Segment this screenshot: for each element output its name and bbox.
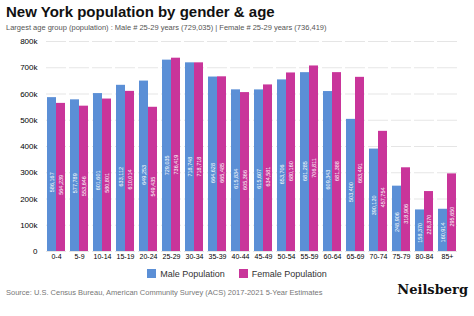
svg-text:20-24: 20-24 (140, 253, 158, 260)
svg-text:609,343: 609,343 (325, 170, 331, 190)
svg-text:681,285: 681,285 (302, 161, 308, 181)
svg-text:35-39: 35-39 (209, 253, 227, 260)
svg-text:200k: 200k (20, 195, 38, 204)
svg-text:75-79: 75-79 (393, 253, 411, 260)
svg-text:577,789: 577,789 (72, 173, 78, 193)
html-text:Neilsberg: Neilsberg (397, 282, 468, 297)
svg-text:549,435: 549,435 (150, 177, 156, 197)
svg-text:248,906: 248,906 (394, 212, 400, 232)
svg-text:700k: 700k (20, 63, 38, 72)
svg-text:706,811: 706,811 (311, 158, 317, 177)
svg-text:50-54: 50-54 (278, 253, 296, 260)
svg-text:663,491: 663,491 (357, 163, 363, 183)
svg-text:580,801: 580,801 (104, 173, 110, 193)
svg-text:15-19: 15-19 (117, 253, 135, 260)
svg-text:5-9: 5-9 (74, 253, 84, 260)
svg-text:610,014: 610,014 (127, 169, 133, 189)
svg-text:553,646: 553,646 (81, 176, 87, 196)
svg-text:65-69: 65-69 (347, 253, 365, 260)
svg-text:25-29: 25-29 (163, 253, 181, 260)
svg-text:160,914: 160,914 (440, 223, 446, 243)
svg-text:80-84: 80-84 (416, 253, 434, 260)
svg-text:615,834: 615,834 (233, 169, 239, 189)
svg-text:649,253: 649,253 (141, 165, 147, 185)
svg-text:503,400: 503,400 (348, 182, 354, 202)
svg-text:70-74: 70-74 (370, 253, 388, 260)
svg-text:718,748: 718,748 (187, 157, 193, 177)
svg-text:586,167: 586,167 (49, 172, 55, 192)
svg-text:736,419: 736,419 (173, 155, 179, 175)
svg-text:158,370: 158,370 (417, 223, 423, 243)
svg-text:295,650: 295,650 (449, 207, 455, 227)
svg-text:0: 0 (33, 247, 38, 256)
svg-text:45-49: 45-49 (255, 253, 273, 260)
svg-text:564,239: 564,239 (58, 175, 64, 195)
svg-text:100k: 100k (20, 221, 38, 230)
svg-text:500k: 500k (20, 116, 38, 125)
svg-text:318,906: 318,906 (403, 204, 409, 224)
svg-text:60-64: 60-64 (324, 253, 342, 260)
svg-text:55-59: 55-59 (301, 253, 319, 260)
svg-text:228,370: 228,370 (426, 215, 432, 235)
html-text:New York population by gender: New York population by gender & age (6, 3, 275, 20)
svg-text:729,035: 729,035 (164, 155, 170, 175)
svg-text:30-34: 30-34 (186, 253, 204, 260)
svg-text:40-44: 40-44 (232, 253, 250, 260)
svg-text:718,718: 718,718 (196, 157, 202, 177)
svg-text:390,120: 390,120 (371, 195, 377, 215)
svg-text:601,601: 601,601 (95, 170, 101, 190)
svg-text:681,388: 681,388 (334, 161, 340, 181)
svg-text:400k: 400k (20, 142, 38, 151)
svg-text:664,628: 664,628 (210, 163, 216, 183)
svg-text:665,485: 665,485 (219, 163, 225, 183)
svg-text:615,607: 615,607 (256, 169, 262, 189)
svg-text:653,706: 653,706 (279, 164, 285, 184)
html-text:Largest age group (population): Largest age group (population) : Male # … (6, 23, 327, 32)
html-text:Female Population: Female Population (251, 269, 327, 279)
html-text:Source: U.S. Census Bureau, Am: Source: U.S. Census Bureau, American Com… (6, 288, 323, 297)
svg-text:600k: 600k (20, 90, 38, 99)
html-text:Male Population: Male Population (160, 269, 225, 279)
svg-text:300k: 300k (20, 168, 38, 177)
svg-text:634,581: 634,581 (265, 167, 271, 187)
svg-text:10-14: 10-14 (94, 253, 112, 260)
svg-text:800k: 800k (20, 37, 38, 46)
svg-text:680,160: 680,160 (288, 161, 294, 181)
svg-text:633,112: 633,112 (118, 167, 124, 186)
svg-text:605,366: 605,366 (242, 170, 248, 190)
svg-text:457,754: 457,754 (380, 187, 386, 207)
svg-text:85+: 85+ (442, 253, 454, 260)
svg-text:0-4: 0-4 (51, 253, 61, 260)
